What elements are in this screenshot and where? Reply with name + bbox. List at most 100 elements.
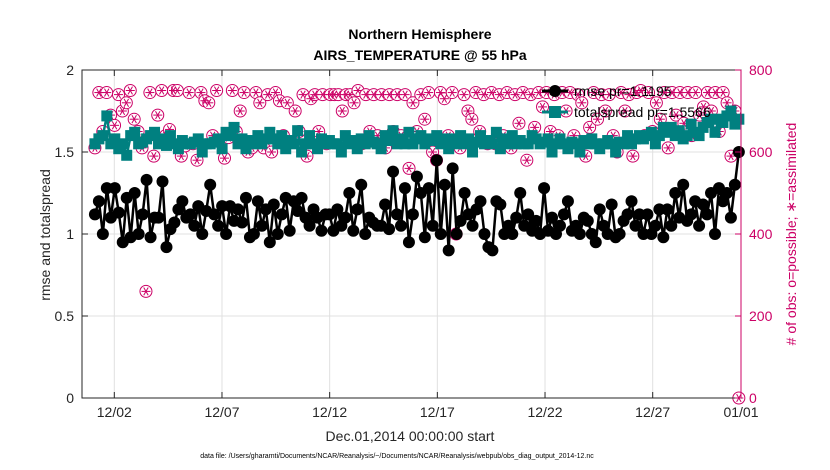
obs-assimilated-point	[722, 98, 732, 107]
rmse-point	[426, 219, 439, 232]
rmse-point	[108, 182, 121, 195]
rmse-point	[724, 211, 737, 224]
totalspread-series	[89, 105, 745, 161]
totalspread-point	[455, 130, 467, 142]
totalspread-point	[375, 143, 387, 155]
obs-assimilated-point	[659, 88, 669, 97]
rmse-point	[359, 228, 372, 240]
y-tick-label-left: 0	[66, 390, 74, 406]
obs-assimilated-point	[424, 88, 434, 97]
obs-assimilated-point	[117, 106, 127, 116]
rmse-point	[450, 228, 463, 240]
rmse-point	[629, 219, 642, 232]
y-tick-label-right: 0	[749, 390, 757, 406]
obs-assimilated-point	[125, 86, 135, 95]
obs-assimilated-point	[644, 88, 654, 97]
rmse-point	[379, 198, 392, 211]
totalspread-point	[121, 149, 133, 161]
rmse-point	[474, 195, 487, 208]
obs-assimilated-point	[349, 98, 359, 107]
totalspread-point	[117, 138, 129, 150]
totalspread-point	[467, 146, 479, 158]
totalspread-point	[542, 133, 554, 145]
rmse-point	[530, 214, 543, 227]
obs-assimilated-point	[184, 88, 194, 97]
rmse-point	[168, 216, 181, 229]
y-tick-label-right: 600	[749, 144, 773, 160]
totalspread-point	[506, 130, 518, 142]
rmse-point	[96, 228, 109, 240]
rmse-point	[204, 178, 217, 191]
y-tick-label-right: 200	[749, 308, 773, 324]
totalspread-point	[693, 130, 705, 142]
rmse-point	[641, 208, 654, 221]
totalspread-point	[439, 133, 451, 145]
rmse-point	[251, 195, 264, 208]
rmse-point	[728, 178, 741, 191]
rmse-point	[232, 203, 245, 216]
rmse-point	[402, 236, 415, 249]
obs-assimilated-point	[514, 119, 524, 128]
rmse-point	[152, 211, 165, 224]
rmse-point	[406, 208, 419, 221]
rmse-point	[438, 178, 451, 191]
totalspread-point	[335, 146, 347, 158]
legend: rmse pr=1.1195 totalspread pr=1.5566	[542, 83, 711, 120]
totalspread-point	[129, 126, 141, 138]
rmse-point	[649, 219, 662, 232]
rmse-point	[160, 241, 173, 254]
rmse-point	[486, 244, 499, 257]
obs-assimilated-point	[361, 90, 371, 99]
x-axis-label: Dec.01,2014 00:00:00 start	[326, 428, 495, 444]
totalspread-point	[97, 130, 109, 142]
rmse-point	[442, 244, 455, 257]
rmse-point	[510, 211, 523, 224]
obs-assimilated-point	[589, 88, 599, 97]
totalspread-point	[312, 143, 324, 155]
totalspread-point	[359, 138, 371, 150]
rmse-point	[387, 165, 400, 178]
totalspread-point	[522, 138, 534, 150]
obs-assimilated-point	[263, 90, 273, 99]
y-tick-label-left: 0.5	[55, 308, 75, 324]
rmse-point	[132, 228, 145, 240]
obs-assimilated-point	[94, 88, 104, 97]
obs-assimilated-point	[463, 106, 473, 116]
totalspread-point	[304, 130, 316, 142]
rmse-point	[418, 231, 431, 244]
rmse-point	[410, 170, 423, 183]
obs-assimilated-point	[353, 86, 363, 95]
totalspread-point	[622, 130, 634, 142]
rmse-point	[398, 182, 411, 195]
rmse-point	[522, 208, 535, 221]
totalspread-point	[717, 116, 729, 128]
obs-assimilated-point	[447, 88, 457, 97]
rmse-point	[422, 182, 435, 195]
totalspread-point	[236, 133, 248, 145]
totalspread-point	[415, 130, 427, 142]
rmse-point	[136, 208, 149, 221]
obs-assimilated-point	[196, 88, 206, 97]
rmse-point	[581, 214, 594, 227]
rmse-point	[343, 187, 356, 199]
obs-assimilated-point	[255, 98, 265, 107]
obs-assimilated-point	[695, 110, 705, 120]
totalspread-point	[172, 143, 184, 155]
totalspread-point	[574, 146, 586, 158]
totalspread-point	[431, 130, 443, 142]
obs-assimilated-point	[384, 90, 394, 99]
rmse-point	[430, 154, 443, 167]
x-tick-label: 01/01	[723, 404, 758, 420]
rmse-point	[665, 219, 678, 232]
obs-assimilated-point	[333, 90, 343, 99]
rmse-point	[331, 203, 344, 216]
obs-assimilated-point	[392, 90, 402, 99]
totalspread-point	[709, 126, 721, 138]
totalspread-point	[347, 135, 359, 147]
totalspread-point	[248, 138, 260, 150]
y-axis-label-right: # of obs: o=possible; ∗=assimilated	[783, 123, 799, 346]
rmse-point	[514, 187, 527, 199]
totalspread-point	[280, 143, 292, 155]
totalspread-point	[570, 138, 582, 150]
obs-assimilated-point	[110, 121, 120, 130]
